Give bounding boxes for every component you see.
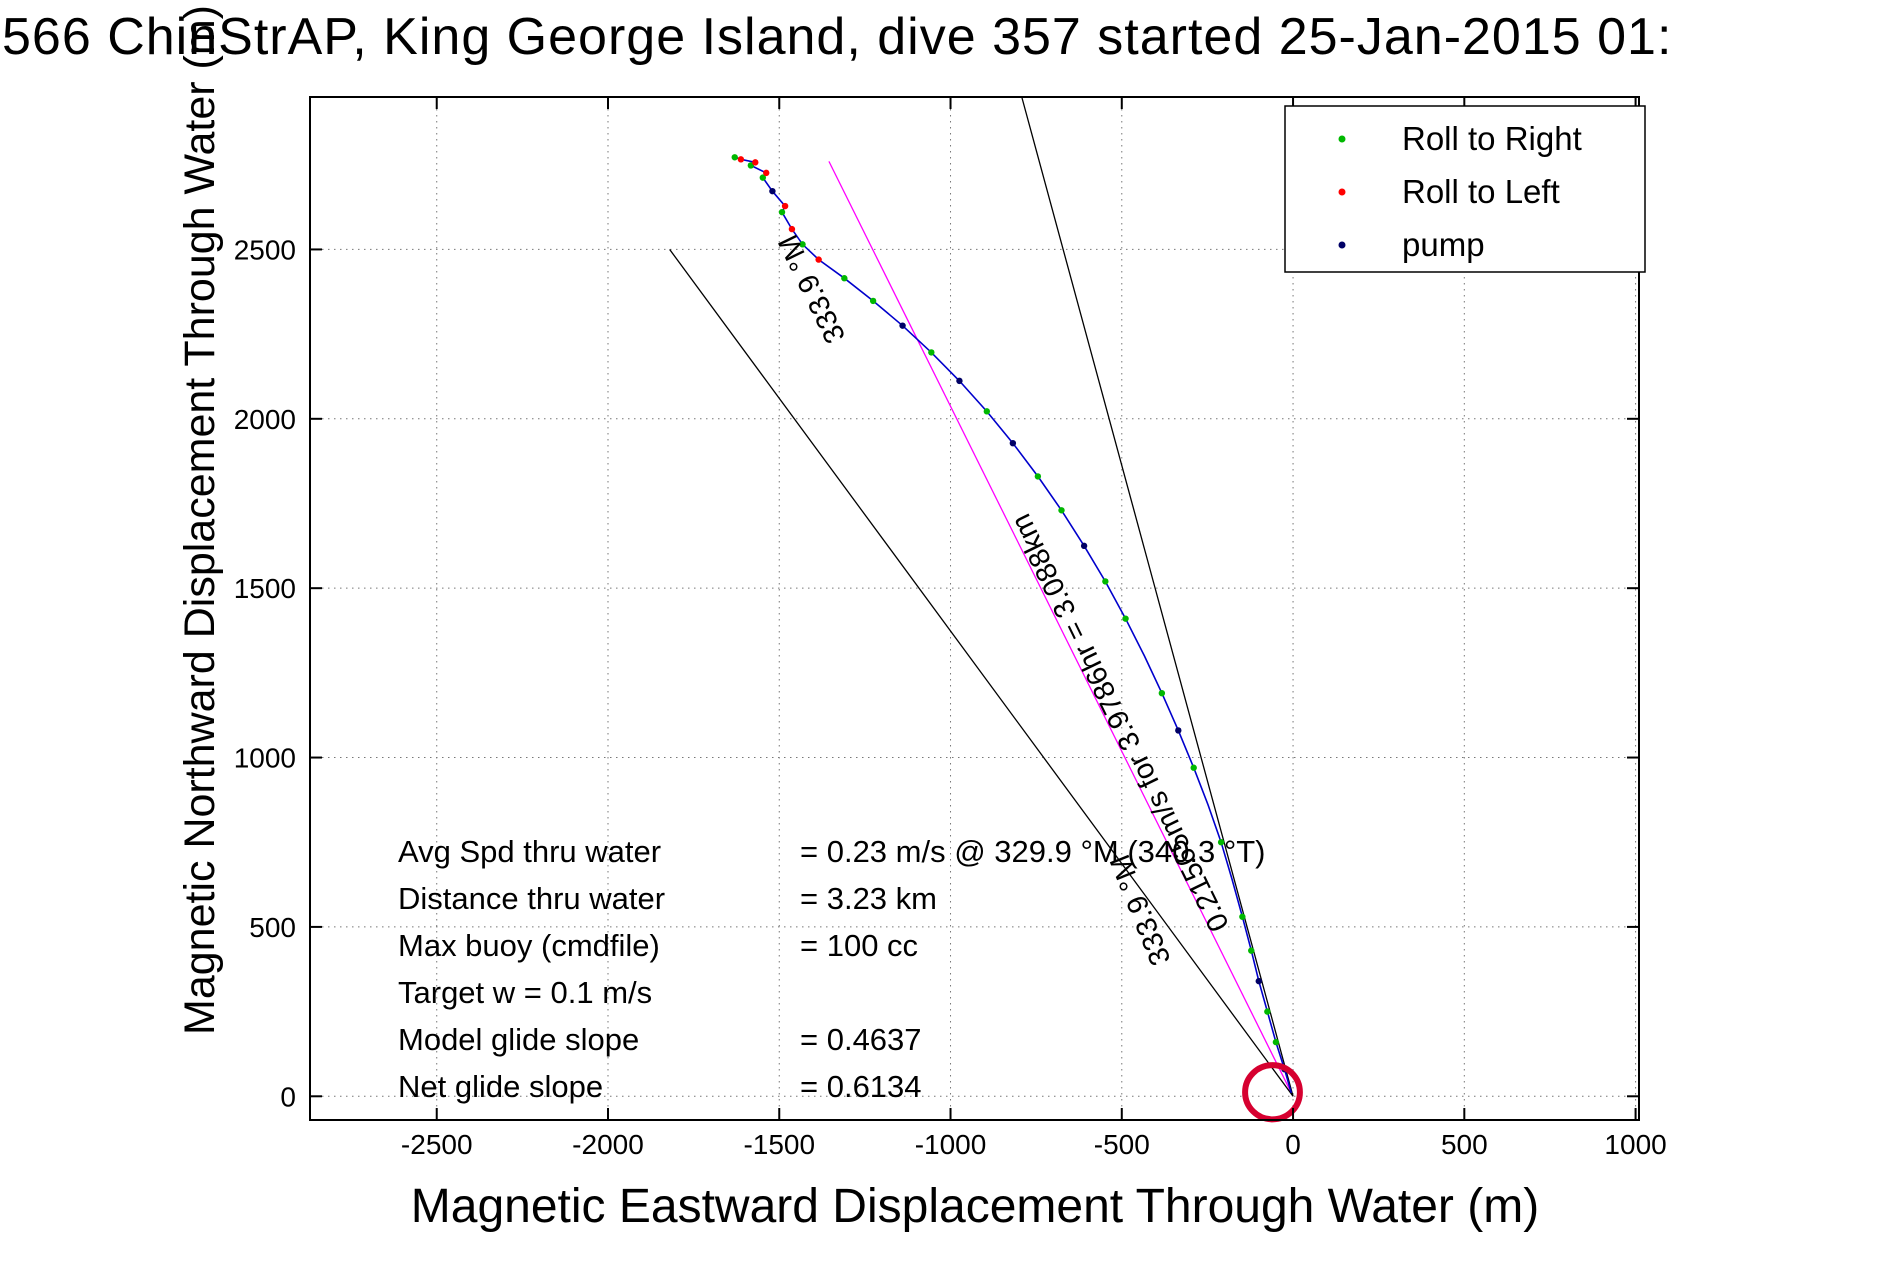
marker-dot-roll-to-right — [1190, 764, 1197, 771]
reference-line-sector-line-right — [1021, 96, 1294, 1097]
x-tick-label: -1500 — [743, 1129, 815, 1160]
marker-dot-roll-to-right — [1058, 507, 1065, 514]
marker-dot-roll-to-right — [983, 408, 991, 415]
stat-value: = 100 cc — [800, 928, 918, 963]
legend-item-roll-left: Roll to Left — [1338, 173, 1560, 210]
stat-label: Max buoy (cmdfile) — [398, 928, 660, 963]
chart-title: 566 ChinStrAP, King George Island, dive … — [2, 8, 1672, 66]
marker-dot-pump — [1080, 542, 1088, 550]
pump-marker-icon — [1338, 241, 1346, 249]
annotation-text: 333.9 °M — [772, 230, 852, 349]
y-tick-label: 1000 — [234, 743, 296, 774]
roll-right-marker-icon — [1338, 135, 1346, 143]
marker-dot-roll-to-right — [869, 297, 877, 305]
marker-dot-roll-to-left — [737, 156, 745, 163]
legend-label-pump: pump — [1402, 226, 1485, 263]
marker-dot-roll-to-left — [781, 202, 789, 210]
x-tick-label: -500 — [1094, 1129, 1150, 1160]
reference-line-sector-line-left — [669, 249, 1294, 1097]
x-tick-label: 0 — [1285, 1129, 1301, 1160]
track-line — [734, 156, 1293, 1094]
marker-dot-roll-to-right — [1158, 689, 1166, 697]
marker-dot-roll-to-right — [759, 174, 767, 181]
y-tick-label: 500 — [249, 912, 296, 943]
marker-dot-roll-to-left — [815, 256, 822, 263]
stat-value: = 3.23 km — [800, 881, 937, 916]
x-tick-label: -2000 — [572, 1129, 644, 1160]
y-tick-label: 0 — [280, 1081, 296, 1112]
stat-label: Target w = 0.1 m/s — [398, 975, 652, 1010]
x-tick-label: 1000 — [1604, 1129, 1666, 1160]
marker-dot-roll-to-right — [1264, 1008, 1271, 1015]
marker-dot-pump — [769, 187, 776, 195]
marker-dot-pump — [1009, 439, 1017, 447]
reference-line-mean-course-line — [828, 161, 1294, 1097]
marker-dot-pump — [1255, 977, 1262, 985]
stat-value: = 0.4637 — [800, 1022, 922, 1057]
x-tick-label: 500 — [1441, 1129, 1488, 1160]
legend-item-pump: pump — [1338, 226, 1485, 263]
marker-dot-roll-to-right — [778, 208, 786, 216]
stat-label: Net glide slope — [398, 1069, 603, 1104]
y-tick-label: 2000 — [234, 404, 296, 435]
legend-label-roll-left: Roll to Left — [1402, 173, 1560, 210]
marker-dot-roll-to-right — [731, 154, 738, 161]
x-axis-label: Magnetic Eastward Displacement Through W… — [411, 1180, 1539, 1233]
marker-dot-pump — [899, 322, 906, 329]
marker-dot-roll-to-right — [1239, 913, 1246, 920]
marker-dot-roll-to-left — [752, 159, 759, 166]
legend-item-roll-right: Roll to Right — [1338, 120, 1582, 157]
y-tick-label: 2500 — [234, 234, 296, 265]
x-tick-label: -2500 — [401, 1129, 473, 1160]
marker-dot-roll-to-right — [1248, 947, 1255, 954]
marker-dot-roll-to-right — [1122, 615, 1129, 622]
stat-value: = 0.6134 — [800, 1069, 922, 1104]
x-tick-label: -1000 — [915, 1129, 987, 1160]
legend-label-roll-right: Roll to Right — [1402, 120, 1582, 157]
y-axis-label: Magnetic Northward Displacement Through … — [176, 5, 224, 1035]
marker-dot-roll-to-right — [841, 275, 848, 282]
stat-value: = 0.23 m/s @ 329.9 °M (340.3 °T) — [800, 834, 1265, 869]
marker-dot-roll-to-right — [928, 349, 935, 356]
marker-dot-roll-to-right — [1217, 839, 1225, 846]
stat-label: Model glide slope — [398, 1022, 639, 1057]
marker-dot-roll-to-right — [1272, 1038, 1280, 1046]
roll-left-marker-icon — [1338, 188, 1346, 196]
marker-dot-roll-to-left — [763, 169, 770, 177]
stat-label: Distance thru water — [398, 881, 665, 916]
legend: Roll to Right Roll to Left pump — [1284, 105, 1646, 273]
y-tick-label: 1500 — [234, 573, 296, 604]
marker-dot-pump — [956, 377, 963, 385]
marker-dot-roll-to-right — [799, 241, 806, 248]
axis-box — [309, 96, 1640, 1121]
marker-dot-roll-to-left — [788, 225, 796, 233]
marker-dot-roll-to-right — [1102, 578, 1109, 585]
stat-label: Avg Spd thru water — [398, 834, 661, 869]
marker-dot-pump — [1175, 727, 1182, 734]
marker-dot-roll-to-right — [1034, 473, 1042, 480]
